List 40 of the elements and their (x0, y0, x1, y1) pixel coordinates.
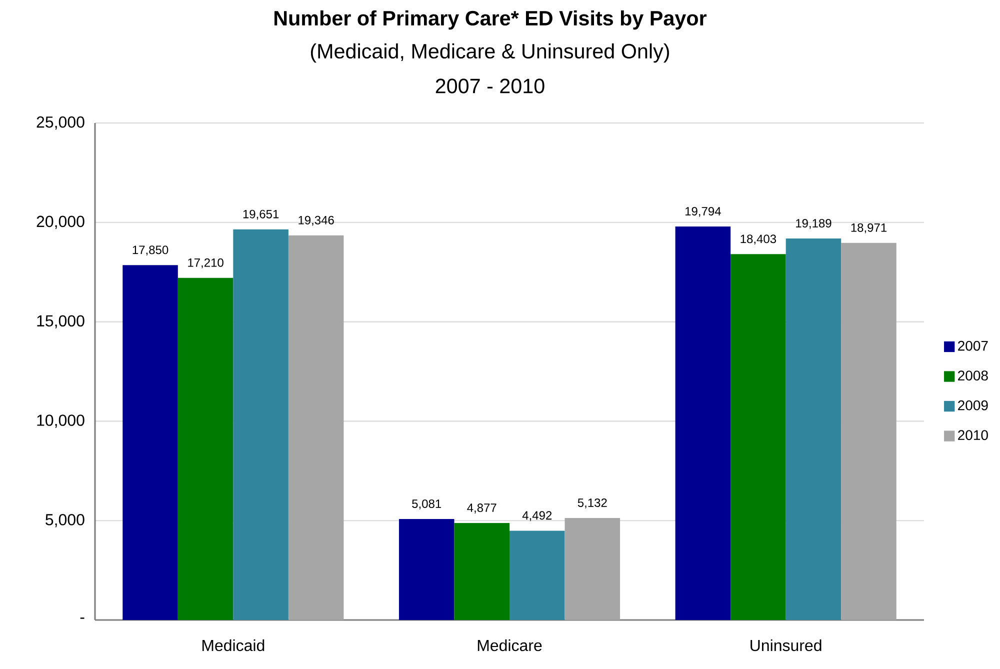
legend-label: 2007 (958, 340, 988, 351)
data-label: 19,651 (243, 210, 279, 220)
data-label: 19,189 (796, 219, 832, 229)
bar (122, 265, 178, 620)
legend-label: 2008 (958, 370, 988, 381)
y-tick-label: - (80, 618, 84, 619)
bar (675, 226, 731, 620)
chart-subtitle: (Medicaid, Medicare & Uninsured Only) (310, 43, 669, 63)
bar (510, 530, 565, 620)
data-label: 4,492 (522, 511, 552, 522)
bar (564, 518, 620, 620)
data-label: 4,877 (467, 504, 496, 514)
y-tick-label: 20,000 (36, 216, 84, 230)
x-tick-label: Uninsured (750, 639, 822, 652)
bar (178, 278, 234, 620)
data-label: 19,346 (298, 216, 334, 226)
bar (730, 254, 786, 620)
y-tick-label: 25,000 (36, 116, 84, 130)
y-tick-label: 5,000 (46, 514, 84, 528)
chart-title: Number of Primary Care* ED Visits by Payor (274, 10, 707, 30)
data-label: 19,794 (686, 206, 721, 217)
bar (233, 229, 288, 620)
bar (786, 238, 842, 620)
y-tick-label: 10,000 (37, 414, 84, 428)
legend-label: 2010 (958, 430, 988, 440)
y-tick-label: 15,000 (37, 315, 84, 328)
data-label: 18,971 (851, 223, 886, 234)
text: 2007 - 2010 (436, 78, 544, 94)
x-tick-label: Medicare (478, 639, 542, 652)
data-label: 5,081 (412, 499, 442, 510)
bar (398, 518, 454, 620)
bar (288, 235, 344, 620)
data-label: 17,210 (188, 258, 224, 268)
bar (841, 242, 896, 620)
data-label: 17,850 (132, 246, 168, 256)
bar (454, 523, 510, 620)
data-label: 18,403 (740, 234, 776, 245)
data-label: 5,132 (578, 498, 607, 508)
legend-label: 2009 (958, 400, 988, 410)
x-tick-label: Medicaid (202, 639, 264, 652)
